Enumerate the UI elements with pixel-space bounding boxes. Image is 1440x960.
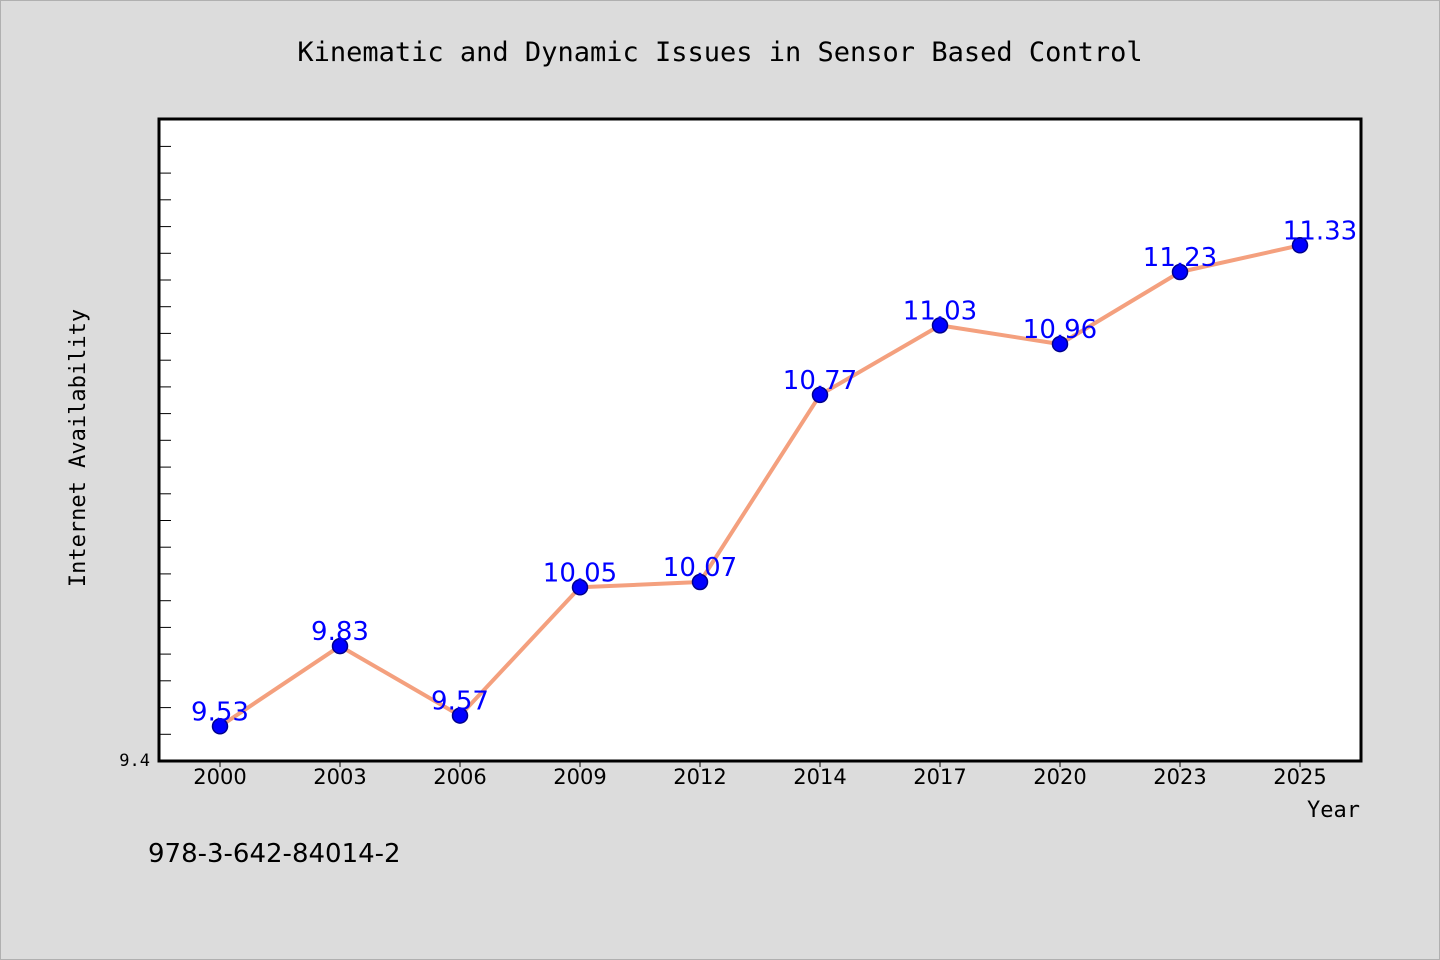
data-label: 10.77 xyxy=(783,366,857,396)
data-point xyxy=(451,707,469,724)
x-tick-label: 2025 xyxy=(1273,765,1326,789)
data-point xyxy=(1171,263,1189,281)
x-tick-label: 2014 xyxy=(793,765,846,789)
data-point xyxy=(571,579,589,596)
data-points xyxy=(211,237,1309,735)
plot-area xyxy=(157,117,1363,763)
x-tick-label: 2006 xyxy=(433,765,486,789)
y-tick-label: 9.4 xyxy=(119,751,150,771)
data-label: 10.96 xyxy=(1023,315,1097,345)
x-tick-label: 2003 xyxy=(313,765,366,789)
x-axis-label: Year xyxy=(1307,798,1360,823)
data-label: 11.33 xyxy=(1283,216,1357,246)
data-point xyxy=(211,718,229,735)
x-tick-label: 2012 xyxy=(673,765,726,789)
data-labels: 9.53 9.83 9.57 10.05 10.07 10.77 11.03 10.96 11.… xyxy=(191,216,1357,727)
x-tick-label: 2020 xyxy=(1033,765,1086,789)
data-label: 11.23 xyxy=(1143,243,1217,273)
x-tick-label: 2009 xyxy=(553,765,606,789)
data-point xyxy=(1291,237,1309,254)
isbn-footer: 978-3-642-84014-2 xyxy=(148,839,401,869)
data-point xyxy=(931,317,949,334)
x-tick-label: 2017 xyxy=(913,765,966,789)
series-line xyxy=(218,243,1302,729)
data-label: 9.53 xyxy=(191,697,249,727)
data-point xyxy=(691,573,709,591)
y-axis-ticks xyxy=(159,145,171,762)
data-label: 10.05 xyxy=(543,558,617,588)
data-point xyxy=(1051,335,1069,353)
data-point xyxy=(331,637,349,655)
data-label: 11.03 xyxy=(903,296,977,326)
x-tick-label: 2000 xyxy=(193,765,246,789)
data-label: 10.07 xyxy=(663,553,737,583)
chart-title: Kinematic and Dynamic Issues in Sensor B… xyxy=(297,37,1142,68)
data-label: 9.83 xyxy=(311,617,369,647)
data-label: 9.57 xyxy=(431,687,489,717)
y-axis-label: Internet Availability xyxy=(66,309,91,587)
x-axis-ticks: 2000 2003 2006 2009 2012 2014 2017 2020 2023 2025 xyxy=(193,761,1327,789)
data-point xyxy=(811,386,829,404)
x-tick-label: 2023 xyxy=(1153,765,1206,789)
